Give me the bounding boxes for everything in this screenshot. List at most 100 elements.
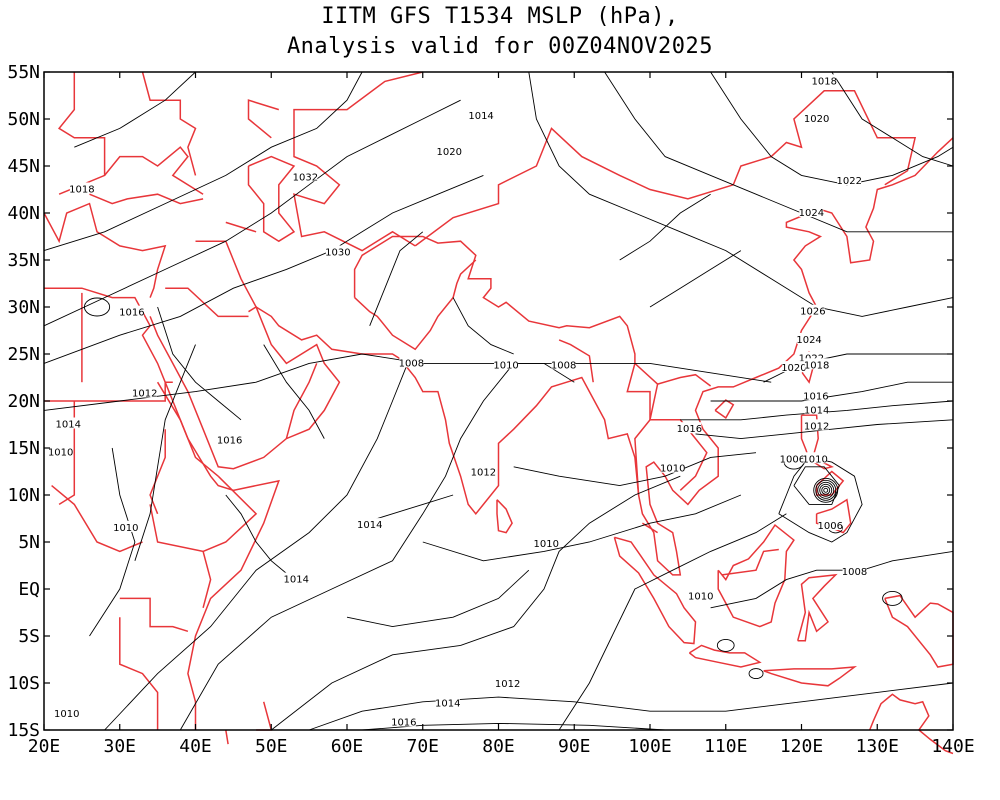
isobar-label-bg (469, 109, 494, 121)
coastline (414, 90, 917, 247)
isobar-label: 1010 (533, 539, 558, 550)
isobar (43, 99, 461, 327)
isobar-label: 1016 (391, 717, 416, 728)
low-pressure-isobar (819, 483, 833, 497)
lon-tick-label: 70E (406, 736, 439, 757)
isobar (89, 447, 136, 637)
coastline (354, 259, 477, 351)
lon-tick-label: 40E (179, 736, 212, 757)
coastline (247, 99, 280, 139)
isobar-label: 1008 (551, 360, 576, 371)
coastline (688, 644, 762, 668)
isobar-label: 1012 (495, 679, 520, 690)
isobar-label-bg (293, 170, 318, 182)
lon-tick-label: 30E (103, 736, 136, 757)
isobar-label: 1006 (780, 454, 805, 465)
isobar-label: 1024 (796, 335, 821, 346)
isobar-label-bg (435, 696, 460, 708)
lat-tick-label: 30N (7, 297, 40, 318)
isobar-label-bg (804, 403, 829, 415)
low-pressure-isobar (821, 485, 831, 495)
isobar-label: 1010 (48, 448, 73, 459)
isobar-label-bg (217, 433, 242, 445)
isobar (225, 494, 295, 580)
coastline (149, 429, 166, 515)
isobar (710, 550, 954, 609)
isobar-label-bg (818, 519, 843, 531)
isobar (369, 231, 424, 326)
lon-tick-label: 100E (628, 736, 671, 757)
isobar-label-bg (56, 417, 81, 429)
isobar-label: 1010 (493, 360, 518, 371)
isobar-label: 1018 (804, 360, 829, 371)
low-pressure-isobar (813, 477, 839, 503)
isobar-label: 1010 (54, 709, 79, 720)
isobar-label-bg (113, 520, 138, 532)
isobar (263, 344, 325, 439)
isobar-label-bg (812, 74, 837, 86)
isobar-label: 1016 (677, 424, 702, 435)
coastline (247, 155, 296, 243)
low-pressure-isobar (823, 487, 829, 493)
isobar-label: 1030 (325, 247, 350, 258)
isobar-label-bg (780, 452, 805, 464)
lon-tick-label: 130E (856, 736, 899, 757)
isobar-label: 1014 (804, 405, 829, 416)
lat-tick-label: 20N (7, 391, 40, 412)
lat-tick-label: 45N (7, 156, 40, 177)
coastline (51, 485, 143, 553)
isobar-label: 1016 (119, 308, 144, 319)
coastline (721, 548, 779, 576)
isobar-label: 1006 (818, 521, 843, 532)
isobar (710, 381, 953, 402)
isobar (43, 174, 484, 364)
isobar-label-bg (357, 518, 382, 530)
isobar-label: 1014 (468, 111, 493, 122)
isobar (362, 722, 666, 731)
isobar-label-bg (781, 361, 806, 373)
lat-tick-label: 50N (7, 109, 40, 130)
map-subtitle: Analysis valid for 00Z04NOV2025 (286, 34, 714, 59)
isobar-label: 1018 (69, 185, 94, 196)
coastline (869, 693, 954, 755)
coastline (104, 146, 204, 195)
isobar-label-bg (797, 332, 822, 344)
coastline (165, 287, 249, 318)
isobar-label-bg (494, 358, 519, 370)
coastline (43, 202, 167, 298)
isobar-label: 1016 (803, 391, 828, 402)
isobar (271, 475, 681, 731)
isobar-label: 1014 (435, 699, 460, 710)
closed-isobar (748, 668, 764, 680)
coastline (225, 729, 229, 745)
coastline (714, 399, 735, 419)
coastline (156, 381, 219, 477)
coastline (202, 475, 258, 553)
isobar-label-bg (803, 389, 828, 401)
isobar-label: 1012 (471, 467, 496, 478)
lat-tick-label: 25N (7, 344, 40, 365)
low-pressure-isobar (815, 479, 837, 501)
isobar-label: 1020 (781, 363, 806, 374)
isobar-label: 1010 (660, 464, 685, 475)
isobar-label-bg (119, 305, 144, 317)
isobar (43, 71, 363, 252)
isobar-label: 1022 (836, 176, 861, 187)
isobar-label: 1010 (688, 592, 713, 603)
lat-tick-label: 15S (7, 720, 40, 741)
isobar-label-bg (660, 461, 685, 473)
isobar-label-bg (804, 112, 829, 123)
isobar (649, 250, 742, 308)
isobar-label: 1008 (842, 567, 867, 578)
coastline (225, 221, 257, 233)
isobar-label: 1024 (799, 208, 824, 219)
coastline (796, 573, 838, 642)
isobar-label-bg (48, 445, 73, 457)
coastline (256, 701, 273, 731)
coastline (149, 504, 212, 608)
isobar-label-bg (471, 465, 496, 477)
coastline (613, 536, 697, 645)
isobar (778, 456, 863, 543)
isobar-label-bg (800, 304, 825, 316)
